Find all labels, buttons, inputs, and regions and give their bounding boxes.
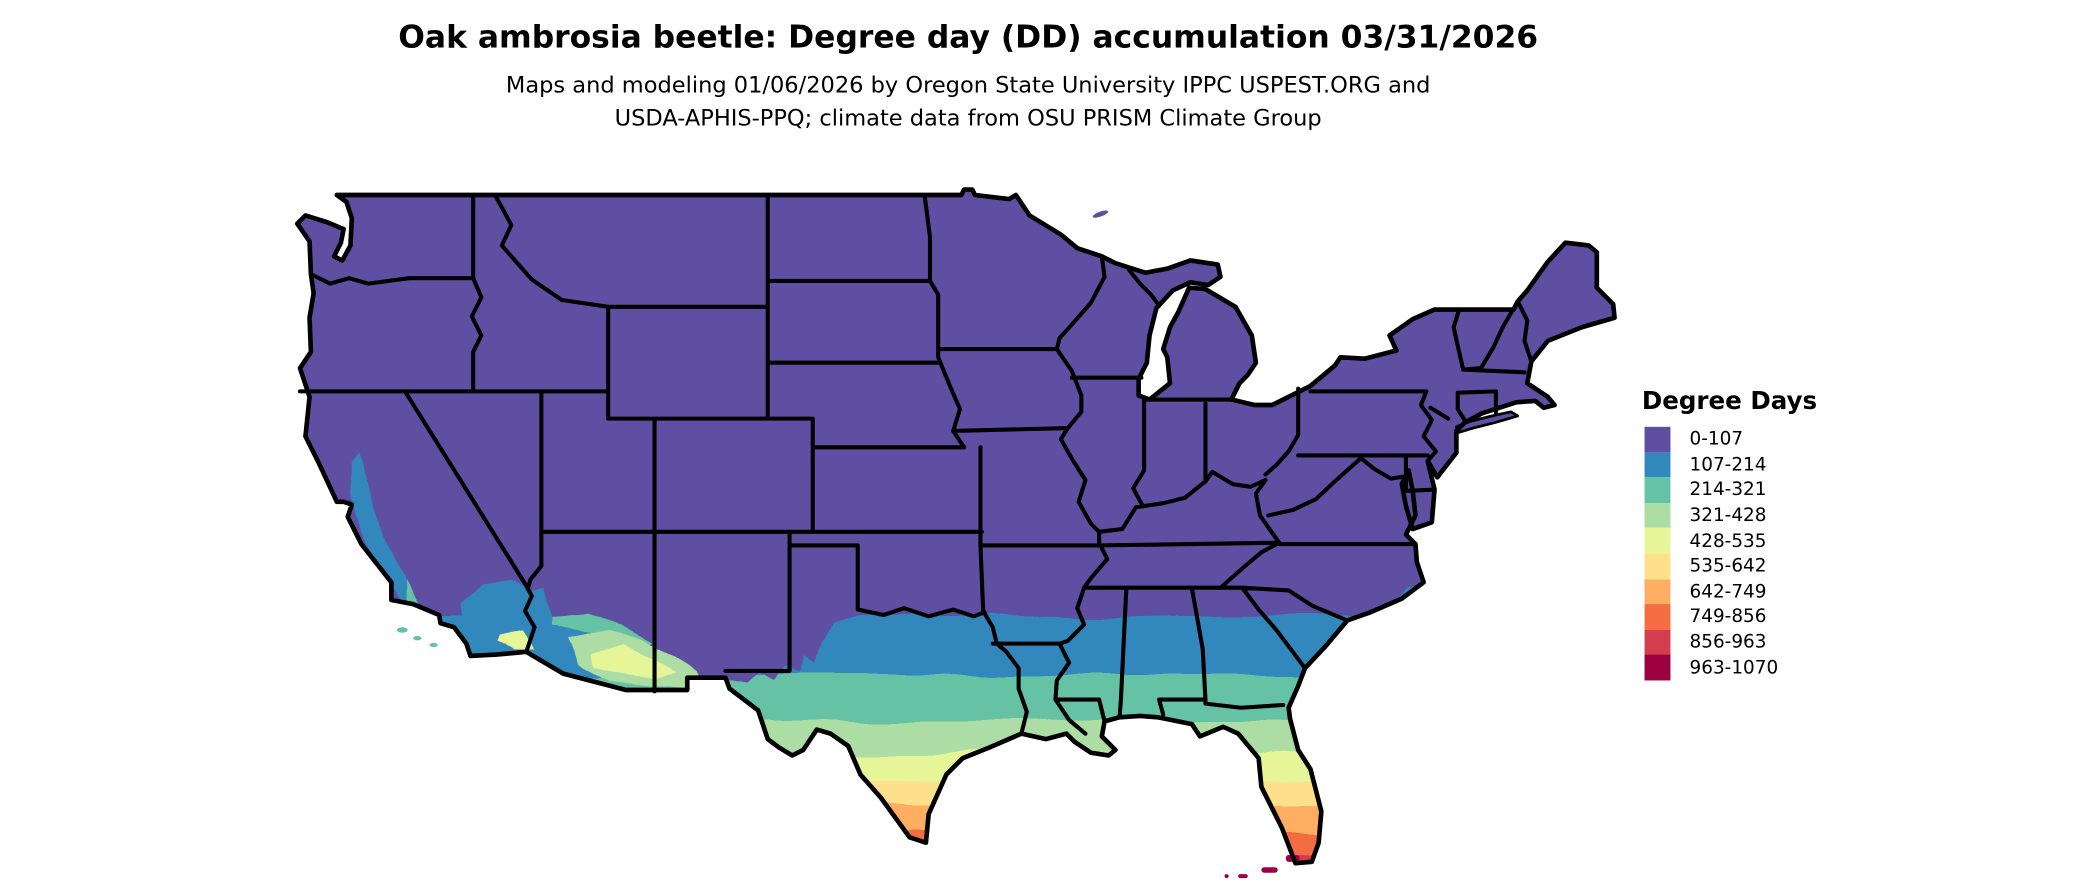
legend-swatch [1644,426,1671,453]
channel-island [413,636,422,641]
mojave-desert-patch [460,582,545,633]
legend-entry: 214-321 [1644,477,1818,503]
florida-keys [1224,855,1300,879]
legend-swatch [1644,477,1671,503]
legend-label: 321-428 [1689,504,1767,527]
state-borders [297,192,1534,736]
legend-entry: 749-856 [1644,604,1818,630]
legend-swatch [1644,528,1671,554]
figure-header: Oak ambrosia beetle: Degree day (DD) acc… [0,19,1936,135]
legend-label: 856-963 [1689,631,1767,654]
legend-entry: 535-642 [1644,553,1818,579]
degree-day-raster [297,189,1615,864]
legend-label: 428-535 [1689,530,1767,552]
legend-label: 535-642 [1689,555,1767,578]
long-island [1455,410,1520,434]
legend-swatch [1644,452,1671,478]
us-outline [294,187,1617,866]
legend-swatch [1644,553,1671,579]
isle-royale-island [1092,210,1109,218]
legend-entry: 107-214 [1644,452,1818,478]
legend-swatch [1644,604,1671,630]
channel-island [429,642,438,648]
legend-swatch [1644,502,1671,529]
legend-label: 963-1070 [1689,656,1779,679]
legend-label: 107-214 [1689,453,1767,476]
legend-label: 642-749 [1689,580,1767,603]
degree-day-gradient-field [297,189,1615,864]
legend-label: 0-107 [1689,428,1744,451]
legend-entry: 0-107 [1644,426,1818,453]
legend: Degree Days 0-107 107-214 214-321 321-428 42… [1641,387,1818,681]
legend-entry: 963-1070 [1644,655,1818,681]
legend-swatch [1644,655,1671,681]
legend-entry: 642-749 [1644,578,1818,605]
map-title: Oak ambrosia beetle: Degree day (DD) acc… [398,20,1539,56]
legend-label: 214-321 [1689,479,1767,502]
map-subtitle-line2: USDA-APHIS-PPQ; climate data from OSU PR… [614,105,1322,131]
map-subtitle-line1: Maps and modeling 01/06/2026 by Oregon S… [505,72,1431,99]
legend-swatch [1644,629,1671,656]
imperial-valley-patch [496,632,535,654]
legend-entry: 321-428 [1644,502,1818,529]
legend-entries: 0-107 107-214 214-321 321-428 428-535 535-642… [1644,426,1818,681]
legend-swatch [1644,578,1671,605]
legend-title: Degree Days [1641,387,1818,416]
legend-label: 749-856 [1689,606,1767,628]
california-central-valley-patch [349,452,416,622]
legend-entry: 428-535 [1644,528,1818,554]
map-subtitle: Maps and modeling 01/06/2026 by Oregon S… [0,70,1936,135]
channel-island [396,627,408,633]
legend-entry: 856-963 [1644,629,1818,656]
